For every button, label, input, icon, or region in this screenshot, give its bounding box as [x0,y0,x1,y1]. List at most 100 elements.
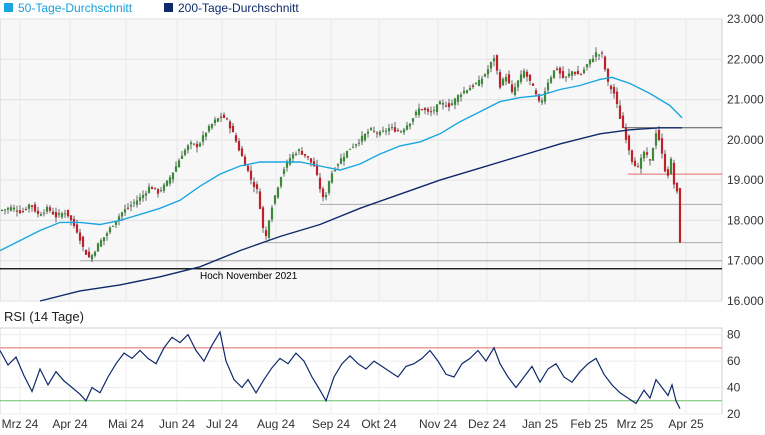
candle-body [471,85,475,87]
candle-body [453,98,457,105]
candle-body [3,209,7,211]
candle-body [579,74,583,76]
candle-body [486,69,490,75]
candle-body [657,129,661,141]
candle-body [156,189,160,194]
candle-body [561,71,565,79]
candle-body [231,125,235,133]
candle-body [180,155,184,159]
candle-body [117,216,121,221]
candle-body [186,145,190,151]
candle-body [84,249,88,255]
candle-body [225,118,229,120]
candle-body [33,204,37,212]
candle-body [648,159,652,161]
candle-body [9,207,13,211]
candle-body [54,212,58,218]
candle-body [510,84,514,92]
candle-body [426,108,430,112]
candle-body [183,150,187,156]
candle-body [450,103,454,106]
candle-body [507,74,511,84]
candle-body [420,109,424,111]
candle-body [429,111,433,113]
candle-body [564,76,568,78]
candle-body [366,131,370,134]
candle-body [636,166,640,168]
candle-body [42,212,46,214]
candle-body [162,184,166,191]
candle-body [234,135,238,142]
candle-body [192,143,196,145]
candle-body [240,148,244,157]
candle-body [423,108,427,111]
candle-body [633,160,637,167]
candle-body [639,157,643,169]
rsi-title: RSI (14 Tage) [4,309,84,324]
ma50-line [0,76,683,252]
rsi-y-tick-label: 80 [727,328,741,342]
candle-body [396,130,400,132]
candle-body [378,131,382,136]
candle-body [48,207,52,211]
candle-body [363,133,367,141]
candle-body [123,209,127,213]
candle-body [540,100,544,103]
x-tick-label: Nov 24 [419,417,457,430]
candle-body [336,164,340,166]
candle-body [228,121,232,129]
candle-body [474,83,478,85]
candle-body [348,148,352,150]
candle-body [90,255,94,260]
candle-body [384,130,388,132]
x-tick-label: Okt 24 [361,417,397,430]
legend-swatch-1 [164,3,173,12]
candle-body [246,165,250,171]
candle-body [105,233,109,236]
x-tick-label: Sep 24 [312,417,350,430]
price-y-tick-label: 16.000 [727,294,764,308]
price-plot-area [0,18,723,302]
legend: 50-Tage-Durchschnitt 200-Tage-Durchschnit… [4,1,299,15]
candle-body [522,70,526,78]
candle-body [87,251,91,258]
candle-body [360,135,364,142]
candle-body [369,128,373,130]
candle-body [285,161,289,168]
candle-body [615,91,619,105]
candle-body [108,227,112,233]
candle-body [447,103,451,108]
x-tick-label: Mrz 24 [2,417,39,430]
candle-body [255,184,259,190]
candle-body [306,156,310,158]
candle-body [468,87,472,91]
candle-body [294,153,298,155]
candle-body [321,188,325,198]
candle-body [660,138,664,154]
rsi-plot-area [0,327,723,415]
candle-body [204,132,208,137]
legend-label-0: 50-Tage-Durchschnitt [18,1,133,15]
candle-body [69,215,73,221]
candle-body [573,72,577,75]
candle-body [159,190,163,192]
candle-body [264,230,268,237]
candle-body [279,177,283,187]
candle-body [669,158,673,175]
candle-body [252,181,256,187]
candle-body [21,211,25,213]
candle-body [144,193,148,196]
candle-body [135,200,139,205]
candle-body [282,169,286,174]
price-y-tick-label: 23.000 [727,12,764,26]
candle-body [120,212,124,217]
candle-body [528,74,532,81]
candle-body [339,158,343,164]
candle-body [543,91,547,102]
price-y-tick-label: 22.000 [727,52,764,66]
legend-swatch-0 [4,3,13,12]
candle-body [621,115,625,128]
candle-body [111,225,115,227]
candle-body [654,133,658,146]
candle-body [198,143,202,147]
